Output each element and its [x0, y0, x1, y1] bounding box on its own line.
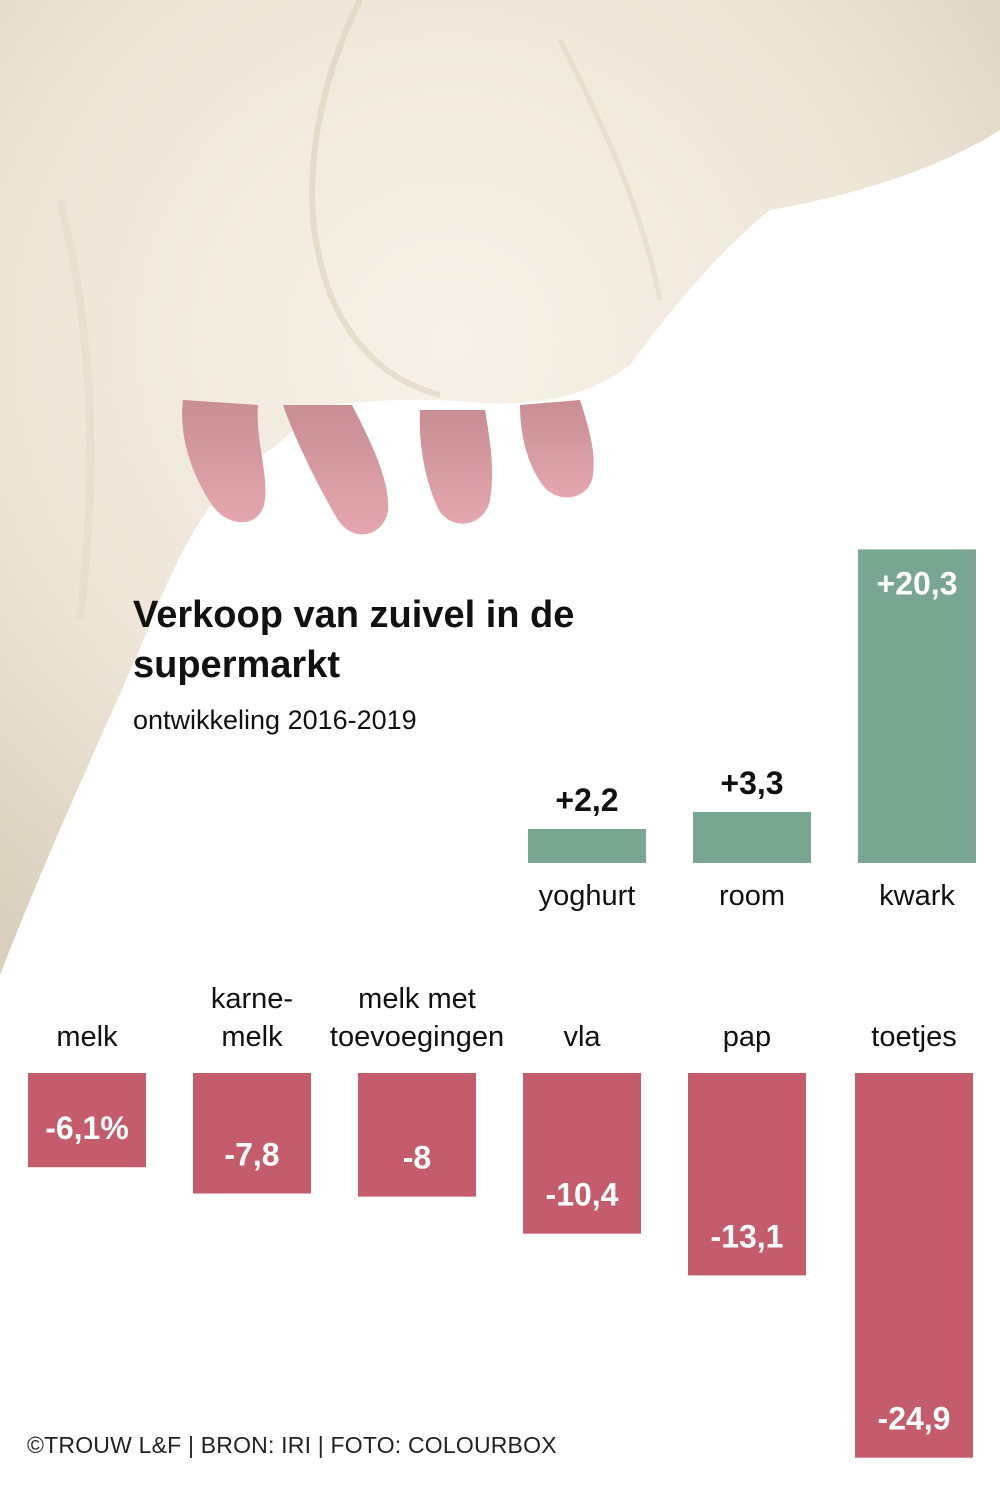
value-label-yoghurt: +2,2 [555, 782, 618, 818]
chart-subtitle: ontwikkeling 2016-2019 [133, 705, 417, 735]
value-label-melk: -6,1% [45, 1110, 129, 1146]
bar-pap [688, 1073, 806, 1276]
category-label-melk: melk [56, 1021, 118, 1053]
value-label-melk-met-toevoegingen: -8 [403, 1140, 431, 1176]
category-label-room: room [719, 880, 785, 912]
bar-vla [523, 1073, 641, 1234]
category-label-kwark: kwark [879, 880, 955, 912]
category-label-pap: pap [723, 1021, 771, 1053]
value-label-vla: -10,4 [546, 1177, 619, 1213]
bar-karne-melk [193, 1073, 311, 1194]
bar-melk-met-toevoegingen [358, 1073, 476, 1197]
category-label-toetjes: toetjes [871, 1021, 956, 1053]
teats [182, 400, 594, 535]
bar-yoghurt [528, 829, 646, 863]
category-label-karne-melk: karne-melk [211, 983, 293, 1053]
bar-kwark [858, 549, 976, 863]
value-label-pap: -13,1 [711, 1218, 784, 1254]
category-label-yoghurt: yoghurt [539, 880, 636, 912]
value-label-kwark: +20,3 [877, 565, 958, 601]
source-credit: ©TROUW L&F | BRON: IRI | FOTO: COLOURBOX [27, 1432, 557, 1458]
value-label-toetjes: -24,9 [878, 1401, 951, 1437]
value-label-room: +3,3 [720, 765, 783, 801]
value-label-karne-melk: -7,8 [224, 1137, 279, 1173]
category-label-melk-met-toevoegingen: melk met toevoegingen [330, 983, 504, 1053]
cow-udder-photo [0, 0, 1000, 975]
bar-toetjes [855, 1073, 973, 1458]
category-label-vla: vla [563, 1021, 601, 1053]
bar-melk [28, 1073, 146, 1168]
chart-title: Verkoop van zuivel in de supermarkt [133, 594, 575, 686]
bar-room [693, 812, 811, 863]
